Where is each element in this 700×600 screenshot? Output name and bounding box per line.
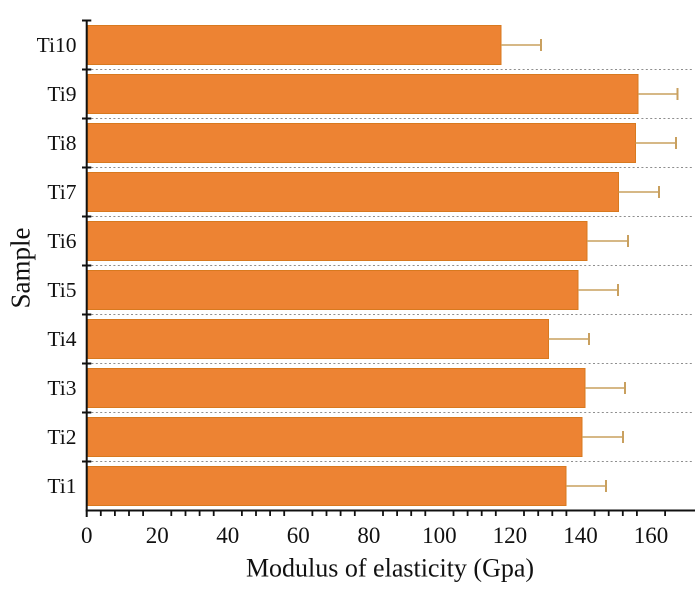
svg-text:100: 100 (422, 523, 457, 548)
svg-text:60: 60 (287, 523, 310, 548)
svg-text:Ti4: Ti4 (47, 327, 76, 351)
svg-text:Sample: Sample (5, 227, 35, 308)
svg-text:Ti6: Ti6 (47, 229, 76, 253)
svg-text:Ti1: Ti1 (47, 474, 76, 498)
svg-text:120: 120 (493, 523, 528, 548)
svg-text:160: 160 (634, 523, 669, 548)
svg-text:Ti3: Ti3 (47, 376, 76, 400)
svg-text:0: 0 (81, 523, 93, 548)
svg-text:80: 80 (357, 523, 380, 548)
svg-text:Ti8: Ti8 (47, 131, 76, 155)
svg-text:Ti9: Ti9 (47, 82, 76, 106)
svg-text:40: 40 (216, 523, 239, 548)
svg-text:140: 140 (563, 523, 598, 548)
svg-text:Ti2: Ti2 (47, 425, 76, 449)
svg-text:Ti7: Ti7 (47, 180, 76, 204)
svg-text:20: 20 (146, 523, 169, 548)
svg-text:Ti10: Ti10 (37, 33, 77, 57)
svg-text:Modulus of elasticity (Gpa): Modulus of elasticity (Gpa) (246, 554, 534, 583)
svg-text:Ti5: Ti5 (47, 278, 76, 302)
